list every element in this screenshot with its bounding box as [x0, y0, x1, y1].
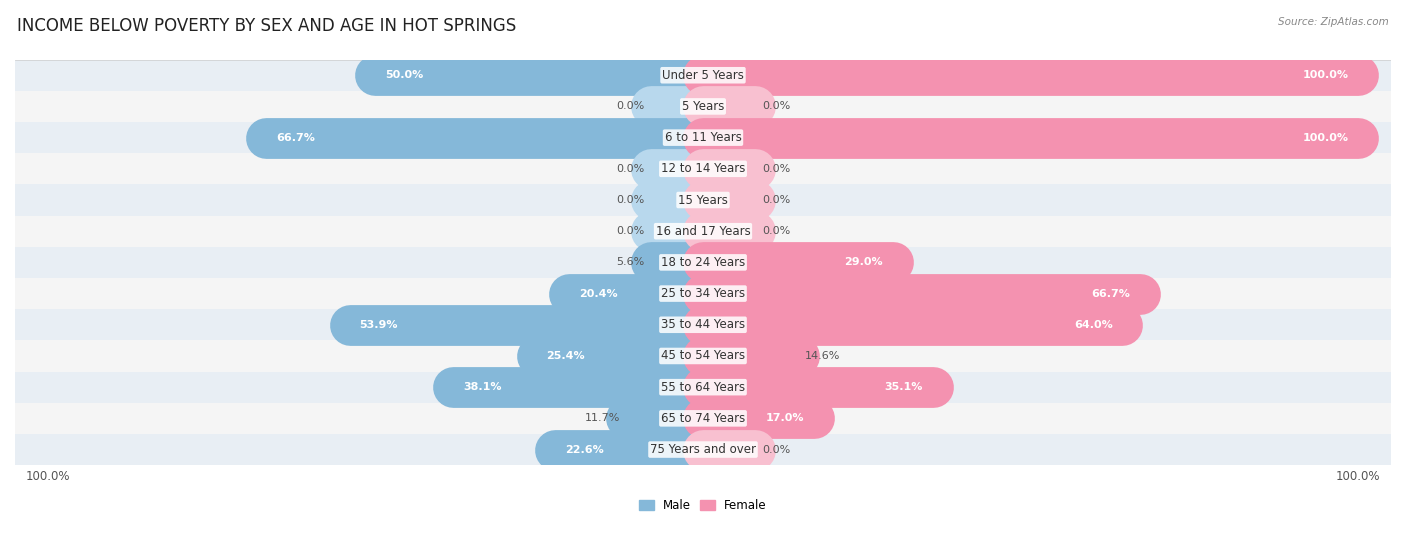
Text: Under 5 Years: Under 5 Years — [662, 69, 744, 81]
Text: 35 to 44 Years: 35 to 44 Years — [661, 318, 745, 331]
Text: Source: ZipAtlas.com: Source: ZipAtlas.com — [1278, 17, 1389, 27]
Text: 6 to 11 Years: 6 to 11 Years — [665, 131, 741, 144]
Legend: Male, Female: Male, Female — [640, 499, 766, 512]
Text: 22.6%: 22.6% — [565, 445, 603, 455]
Bar — [15, 60, 1391, 91]
Text: 14.6%: 14.6% — [806, 351, 841, 361]
Text: 100.0%: 100.0% — [1302, 70, 1348, 80]
Text: 5 Years: 5 Years — [682, 100, 724, 113]
Bar — [15, 372, 1391, 403]
Text: 0.0%: 0.0% — [762, 164, 790, 174]
Text: 75 Years and over: 75 Years and over — [650, 443, 756, 456]
Text: INCOME BELOW POVERTY BY SEX AND AGE IN HOT SPRINGS: INCOME BELOW POVERTY BY SEX AND AGE IN H… — [17, 17, 516, 35]
Bar — [15, 215, 1391, 247]
Text: 66.7%: 66.7% — [1091, 288, 1130, 299]
Bar — [15, 247, 1391, 278]
Text: 55 to 64 Years: 55 to 64 Years — [661, 381, 745, 393]
Bar — [15, 434, 1391, 465]
Text: 29.0%: 29.0% — [845, 257, 883, 267]
Text: 35.1%: 35.1% — [884, 382, 924, 392]
Text: 0.0%: 0.0% — [762, 226, 790, 236]
Text: 45 to 54 Years: 45 to 54 Years — [661, 349, 745, 363]
Text: 16 and 17 Years: 16 and 17 Years — [655, 225, 751, 238]
Text: 18 to 24 Years: 18 to 24 Years — [661, 256, 745, 269]
Text: 5.6%: 5.6% — [616, 257, 644, 267]
Bar — [15, 91, 1391, 122]
Text: 53.9%: 53.9% — [360, 320, 398, 330]
Bar — [15, 153, 1391, 184]
Text: 0.0%: 0.0% — [616, 102, 644, 112]
Bar — [15, 309, 1391, 340]
Text: 0.0%: 0.0% — [616, 164, 644, 174]
Bar — [15, 278, 1391, 309]
Text: 0.0%: 0.0% — [762, 195, 790, 205]
Text: 100.0%: 100.0% — [1302, 133, 1348, 143]
Text: 0.0%: 0.0% — [616, 226, 644, 236]
Bar — [15, 340, 1391, 372]
Text: 12 to 14 Years: 12 to 14 Years — [661, 162, 745, 175]
Bar — [15, 122, 1391, 153]
Text: 0.0%: 0.0% — [616, 195, 644, 205]
Text: 0.0%: 0.0% — [762, 445, 790, 455]
Text: 15 Years: 15 Years — [678, 194, 728, 206]
Text: 17.0%: 17.0% — [766, 413, 804, 424]
Text: 38.1%: 38.1% — [463, 382, 502, 392]
Text: 65 to 74 Years: 65 to 74 Years — [661, 412, 745, 425]
Text: 25.4%: 25.4% — [547, 351, 585, 361]
Bar — [15, 403, 1391, 434]
Text: 64.0%: 64.0% — [1074, 320, 1112, 330]
Text: 20.4%: 20.4% — [579, 288, 617, 299]
Text: 25 to 34 Years: 25 to 34 Years — [661, 287, 745, 300]
Text: 66.7%: 66.7% — [276, 133, 315, 143]
Text: 0.0%: 0.0% — [762, 102, 790, 112]
Text: 11.7%: 11.7% — [585, 413, 620, 424]
Text: 50.0%: 50.0% — [385, 70, 423, 80]
Bar — [15, 184, 1391, 215]
